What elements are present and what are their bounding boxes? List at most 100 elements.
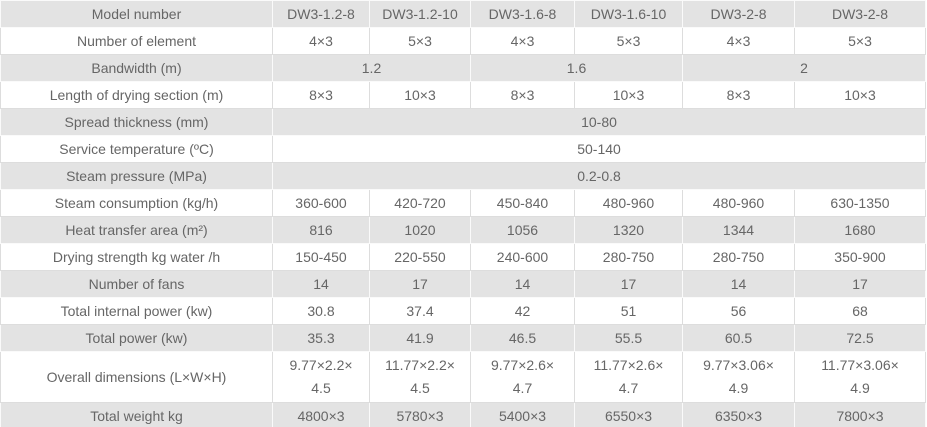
row-label: Total weight kg (0, 402, 273, 427)
spec-cell: 0.2-0.8 (272, 162, 926, 190)
spec-cell: 420-720 (369, 189, 471, 217)
spec-cell: 4×3 (682, 27, 795, 55)
spec-cell: 41.9 (369, 324, 471, 352)
spec-cell: DW3-2-8 (794, 0, 926, 28)
row-label: Model number (0, 0, 273, 28)
row-label: Total internal power (kw) (0, 297, 273, 325)
spec-cell: 7800×3 (794, 402, 926, 427)
spec-cell: 14 (272, 270, 370, 298)
spec-cell: 50-140 (272, 135, 926, 163)
spec-cell: 11.77×3.06× 4.9 (794, 351, 926, 403)
spec-cell: 630-1350 (794, 189, 926, 217)
spec-cell: 37.4 (369, 297, 471, 325)
spec-row: Spread thickness (mm) 10-80 (0, 108, 926, 136)
row-label: Total power (kw) (0, 324, 273, 352)
spec-cell: 72.5 (794, 324, 926, 352)
spec-cell: 10×3 (794, 81, 926, 109)
spec-cell: 17 (794, 270, 926, 298)
spec-cell: 11.77×2.6× 4.7 (574, 351, 683, 403)
spec-cell: 1.2 (272, 54, 471, 82)
spec-cell: 480-960 (682, 189, 795, 217)
spec-row: Number of fans 14 17 14 17 14 17 (0, 270, 926, 298)
row-label: Bandwidth (m) (0, 54, 273, 82)
row-label: Number of fans (0, 270, 273, 298)
spec-cell: 280-750 (574, 243, 683, 271)
spec-cell: DW3-2-8 (682, 0, 795, 28)
spec-cell: 5400×3 (470, 402, 575, 427)
spec-row: Bandwidth (m) 1.2 1.6 2 (0, 54, 926, 82)
row-label: Heat transfer area (m²) (0, 216, 273, 244)
spec-cell: 1056 (470, 216, 575, 244)
spec-cell: 42 (470, 297, 575, 325)
spec-row: Drying strength kg water /h 150-450 220-55… (0, 243, 926, 271)
spec-row: Total weight kg 4800×3 5780×3 5400×3 6550×3 6… (0, 402, 926, 427)
spec-cell: 10-80 (272, 108, 926, 136)
spec-cell: 450-840 (470, 189, 575, 217)
spec-cell: 56 (682, 297, 795, 325)
spec-cell: 350-900 (794, 243, 926, 271)
spec-row: Number of element 4×3 5×3 4×3 5×3 4×3 5×3 (0, 27, 926, 55)
spec-cell: 10×3 (369, 81, 471, 109)
spec-cell: 220-550 (369, 243, 471, 271)
row-label: Overall dimensions (L×W×H) (0, 351, 273, 403)
spec-cell: 10×3 (574, 81, 683, 109)
spec-row: Steam consumption (kg/h) 360-600 420-720 45… (0, 189, 926, 217)
spec-cell: 30.8 (272, 297, 370, 325)
spec-cell: 17 (369, 270, 471, 298)
spec-cell: 4800×3 (272, 402, 370, 427)
row-label: Steam pressure (MPa) (0, 162, 273, 190)
spec-cell: DW3-1.2-10 (369, 0, 471, 28)
spec-cell: 60.5 (682, 324, 795, 352)
spec-cell: 240-600 (470, 243, 575, 271)
spec-cell: DW3-1.6-8 (470, 0, 575, 28)
spec-cell: 9.77×3.06× 4.9 (682, 351, 795, 403)
spec-cell: 11.77×2.2× 4.5 (369, 351, 471, 403)
spec-row: Model number DW3-1.2-8 DW3-1.2-10 DW3-1.6-8… (0, 0, 926, 28)
spec-cell: 1.6 (470, 54, 683, 82)
spec-cell: 480-960 (574, 189, 683, 217)
spec-cell: 55.5 (574, 324, 683, 352)
spec-row: Steam pressure (MPa) 0.2-0.8 (0, 162, 926, 190)
spec-cell: 6550×3 (574, 402, 683, 427)
spec-cell: 150-450 (272, 243, 370, 271)
spec-cell: 46.5 (470, 324, 575, 352)
row-label: Spread thickness (mm) (0, 108, 273, 136)
spec-row: Heat transfer area (m²) 816 1020 1056 1320 13… (0, 216, 926, 244)
spec-row: Overall dimensions (L×W×H) 9.77×2.2× 4.5 1… (0, 351, 926, 403)
row-label: Number of element (0, 27, 273, 55)
spec-cell: 8×3 (470, 81, 575, 109)
spec-cell: 1020 (369, 216, 471, 244)
spec-cell: 4×3 (470, 27, 575, 55)
spec-cell: DW3-1.6-10 (574, 0, 683, 28)
spec-cell: 5780×3 (369, 402, 471, 427)
spec-cell: 816 (272, 216, 370, 244)
spec-row: Service temperature (ºC) 50-140 (0, 135, 926, 163)
spec-row: Length of drying section (m) 8×3 10×3 8×3 10… (0, 81, 926, 109)
spec-cell: 6350×3 (682, 402, 795, 427)
spec-row: Total internal power (kw) 30.8 37.4 42 51 56 6… (0, 297, 926, 325)
spec-cell: 1680 (794, 216, 926, 244)
spec-cell: 9.77×2.2× 4.5 (272, 351, 370, 403)
spec-cell: 5×3 (794, 27, 926, 55)
spec-cell: 280-750 (682, 243, 795, 271)
spec-cell: 2 (682, 54, 926, 82)
spec-cell: 1320 (574, 216, 683, 244)
spec-cell: 14 (470, 270, 575, 298)
spec-row: Total power (kw) 35.3 41.9 46.5 55.5 60.5 72.5 (0, 324, 926, 352)
row-label: Service temperature (ºC) (0, 135, 273, 163)
spec-cell: 8×3 (272, 81, 370, 109)
row-label: Steam consumption (kg/h) (0, 189, 273, 217)
spec-cell: 68 (794, 297, 926, 325)
spec-cell: 5×3 (574, 27, 683, 55)
spec-cell: 1344 (682, 216, 795, 244)
spec-cell: 35.3 (272, 324, 370, 352)
spec-cell: 8×3 (682, 81, 795, 109)
spec-cell: 17 (574, 270, 683, 298)
spec-cell: 5×3 (369, 27, 471, 55)
spec-cell: 14 (682, 270, 795, 298)
spec-cell: 9.77×2.6× 4.7 (470, 351, 575, 403)
row-label: Length of drying section (m) (0, 81, 273, 109)
